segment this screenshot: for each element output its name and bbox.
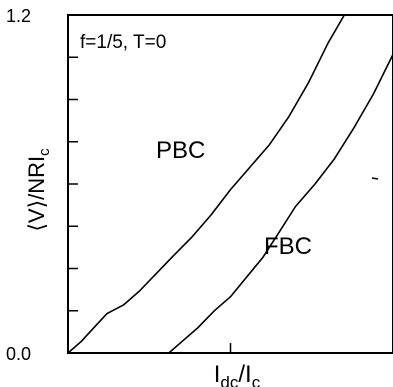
series-group — [67, 14, 393, 354]
y-axis-label: ⟨V⟩/NRIc — [24, 148, 53, 232]
series-label-pbc: PBC — [156, 137, 205, 164]
x-axis-label-sep: /I — [238, 361, 251, 387]
x-axis-label-main: I — [214, 361, 221, 387]
stray-mark — [371, 177, 379, 180]
parameter-annotation: f=1/5, T=0 — [80, 32, 166, 53]
series-line-fbc — [168, 54, 393, 354]
series-label-fbc: FBC — [264, 233, 312, 260]
y-tick-label-min: 0.0 — [6, 344, 31, 364]
y-tick-label-max: 1.2 — [6, 6, 31, 26]
y-axis-label-main: ⟨V⟩/NRI — [24, 156, 49, 232]
y-axis-label-sub: c — [36, 148, 53, 156]
plot-frame — [67, 14, 393, 354]
x-axis-label-sub1: dc — [220, 373, 238, 387]
y-minor-ticks — [68, 56, 78, 312]
series-line-pbc — [67, 14, 345, 354]
x-axis-label-sub2: c — [252, 373, 261, 387]
x-axis-label: Idc/Ic — [214, 361, 261, 387]
